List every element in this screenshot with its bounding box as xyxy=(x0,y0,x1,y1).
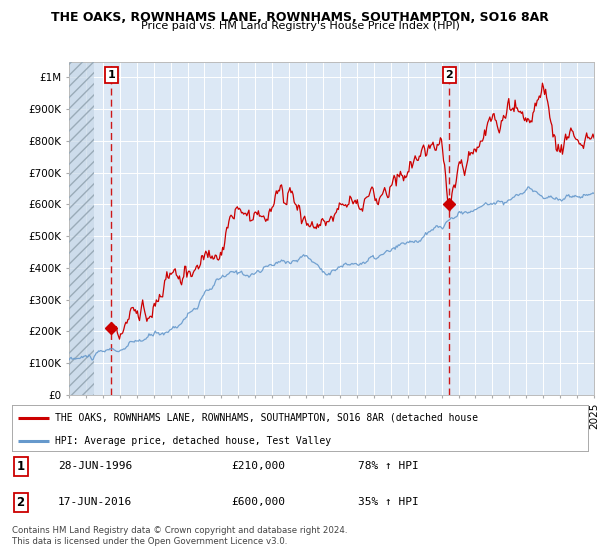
Text: 17-JUN-2016: 17-JUN-2016 xyxy=(58,497,133,507)
Text: 35% ↑ HPI: 35% ↑ HPI xyxy=(358,497,418,507)
Text: £210,000: £210,000 xyxy=(231,461,285,472)
Text: Price paid vs. HM Land Registry's House Price Index (HPI): Price paid vs. HM Land Registry's House … xyxy=(140,21,460,31)
Text: 1: 1 xyxy=(17,460,25,473)
Text: THE OAKS, ROWNHAMS LANE, ROWNHAMS, SOUTHAMPTON, SO16 8AR: THE OAKS, ROWNHAMS LANE, ROWNHAMS, SOUTH… xyxy=(51,11,549,24)
Text: 2: 2 xyxy=(445,70,453,80)
Text: Contains HM Land Registry data © Crown copyright and database right 2024.
This d: Contains HM Land Registry data © Crown c… xyxy=(12,526,347,546)
Text: £600,000: £600,000 xyxy=(231,497,285,507)
Text: THE OAKS, ROWNHAMS LANE, ROWNHAMS, SOUTHAMPTON, SO16 8AR (detached house: THE OAKS, ROWNHAMS LANE, ROWNHAMS, SOUTH… xyxy=(55,413,478,423)
Text: 78% ↑ HPI: 78% ↑ HPI xyxy=(358,461,418,472)
Text: 1: 1 xyxy=(107,70,115,80)
Text: 2: 2 xyxy=(17,496,25,508)
Text: HPI: Average price, detached house, Test Valley: HPI: Average price, detached house, Test… xyxy=(55,436,331,446)
Text: 28-JUN-1996: 28-JUN-1996 xyxy=(58,461,133,472)
